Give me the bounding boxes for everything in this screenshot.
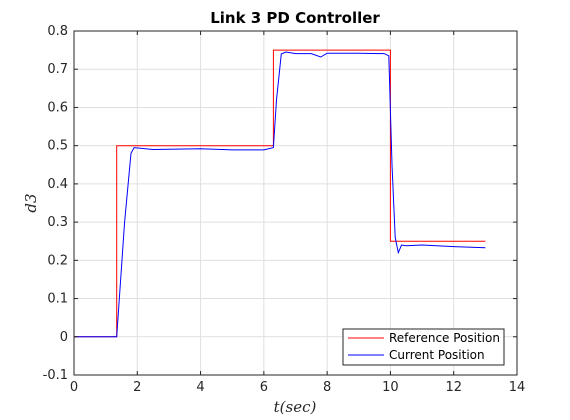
y-tick-label: 0 xyxy=(60,330,68,345)
y-tick-label: 0.3 xyxy=(47,215,68,230)
y-tick-label: 0.2 xyxy=(47,253,68,268)
y-tick-label: 0.4 xyxy=(47,177,68,192)
y-tick-label: 0.1 xyxy=(47,292,68,307)
x-tick-label: 14 xyxy=(509,380,526,395)
y-tick-label: 0.5 xyxy=(47,139,68,154)
plot-frame xyxy=(73,30,518,376)
y-axis-label: d3 xyxy=(22,193,40,212)
y-tick-label: 0.8 xyxy=(47,24,68,39)
grid xyxy=(73,30,518,376)
chart-title: Link 3 PD Controller xyxy=(210,9,380,27)
x-tick-label: 2 xyxy=(133,380,141,395)
x-axis-label: t(sec) xyxy=(274,398,317,416)
legend: Reference Position Current Position xyxy=(342,328,505,366)
series-line-reference xyxy=(74,49,486,338)
y-tick-label: 0.6 xyxy=(47,100,68,115)
ticks: 0 2 4 6 8 10 12 14-0.100.10.20.30.40.50.60.70.8 xyxy=(43,24,526,395)
x-tick-label: 10 xyxy=(382,380,399,395)
series-layer xyxy=(74,49,486,338)
legend-label-reference: Reference Position xyxy=(389,331,500,345)
x-tick-label: 6 xyxy=(260,380,268,395)
x-tick-label: 0 xyxy=(70,380,78,395)
x-tick-label: 12 xyxy=(445,380,462,395)
y-tick-label: -0.1 xyxy=(43,368,68,383)
series-line-current xyxy=(74,51,486,338)
x-tick-label: 8 xyxy=(323,380,331,395)
y-tick-label: 0.7 xyxy=(47,62,68,77)
x-tick-label: 4 xyxy=(196,380,204,395)
legend-label-current: Current Position xyxy=(389,348,485,362)
legend-box xyxy=(342,328,505,366)
